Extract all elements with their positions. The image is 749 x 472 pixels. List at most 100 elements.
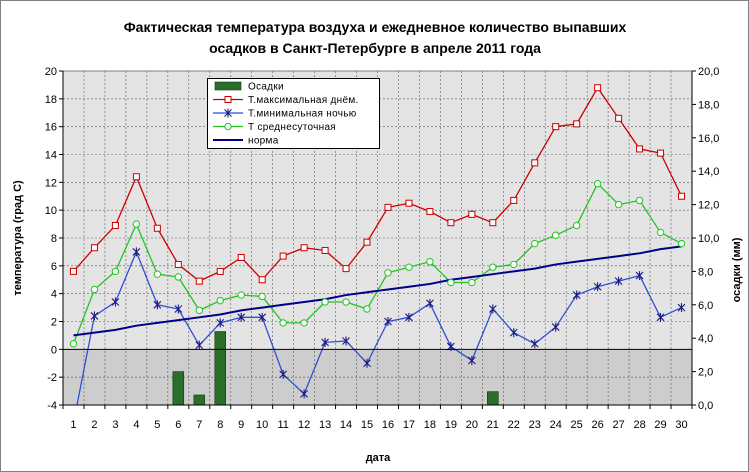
axes [59,70,696,409]
legend-swatch-0 [214,81,242,91]
x-tick-label: 3 [112,419,118,431]
series-3-point-day-16 [384,269,392,277]
series-3-point-day-22 [510,260,518,269]
series-1-point-day-16 [384,203,392,211]
series-1-point-day-28 [636,145,644,153]
series-2-point-day-4 [132,247,141,257]
y-tick-label: -2 [47,372,57,384]
series-2-point-day-20 [467,355,476,365]
x-tick-label: 18 [424,419,436,431]
series-2-point-day-15 [363,358,371,368]
series-1-point-day-1 [69,267,77,275]
y2-tick-label: 12,0 [698,200,719,212]
series-1-point-day-2 [90,244,98,252]
x-tick-label: 24 [550,419,562,431]
tick-labels: -4-2024681012141618200,02,04,06,08,010,0… [45,66,720,431]
legend: Осадки Т.максимальная днём. Т.минимальная … [207,78,380,149]
y-tick-label: 6 [51,261,57,273]
y2-tick-label: 4,0 [698,333,713,345]
series-1-point-day-30 [678,192,686,200]
x-tick-label: 9 [238,419,244,431]
series-3-point-day-6 [174,273,183,281]
series-1-point-day-5 [153,224,161,232]
series-1-point-day-15 [363,238,371,246]
x-tick-label: 15 [361,419,373,431]
x-tick-label: 5 [154,419,160,431]
x-tick-label: 20 [466,419,478,431]
y-tick-label: -4 [47,400,57,412]
legend-label-2: Т.минимальная ночью [248,109,357,120]
y-tick-label: 18 [45,94,57,106]
y2-tick-label: 20,0 [698,66,719,78]
series-2-point-day-28 [635,271,644,281]
series-markers [69,84,686,399]
series-2-point-day-30 [677,303,686,313]
series-1-point-day-3 [111,221,119,229]
series-1-point-day-22 [510,196,518,204]
x-tick-label: 30 [675,419,687,431]
y-tick-label: 12 [45,177,57,189]
y-tick-label: 10 [45,205,57,217]
series-3-point-day-5 [153,270,162,278]
x-tick-label: 16 [382,419,394,431]
series-3-point-day-15 [363,305,371,313]
x-tick-label: 17 [403,419,415,431]
y-tick-label: 2 [51,317,57,329]
series-2-point-day-9 [237,312,246,322]
series-2-point-day-16 [384,317,392,326]
y2-tick-label: 18,0 [698,99,719,111]
y2-tick-label: 14,0 [698,166,719,178]
chart-title-line-2: осадков в Санкт-Петербурге в апреле 2011… [209,40,541,56]
series-3-point-day-3 [111,267,120,276]
series-2-point-day-5 [153,300,162,310]
x-tick-label: 14 [340,419,352,431]
x-tick-label: 13 [319,419,331,431]
y2-tick-label: 2,0 [698,367,713,379]
x-tick-label: 4 [133,419,139,431]
series-2-point-day-7 [195,340,204,350]
y2-tick-label: 10,0 [698,233,719,245]
series-1-point-day-10 [258,276,266,284]
y-tick-label: 16 [45,122,57,134]
series-3-point-day-9 [237,291,245,299]
series-1-point-day-17 [405,199,413,207]
series-3-point-day-23 [531,239,539,248]
series-3-point-day-25 [572,221,581,230]
series-1-point-day-19 [447,219,455,227]
series-3-point-day-12 [300,319,308,327]
series-3-point-day-28 [635,196,644,205]
precipitation-bars [172,331,499,406]
y2-axis-title: осадки (мм) [731,237,743,302]
legend-label-3: Т среднесуточная [248,122,336,133]
x-tick-label: 21 [487,419,499,431]
series-1-point-day-23 [531,159,539,167]
y-tick-label: 0 [51,344,57,356]
series-1-point-day-4 [132,173,140,181]
x-tick-label: 1 [70,419,76,431]
series-2-point-day-27 [614,276,623,286]
x-tick-label: 10 [256,419,268,431]
series-2-point-day-6 [174,304,183,314]
series-3-point-day-7 [195,306,203,315]
legend-label-0: Осадки [248,82,284,93]
x-tick-label: 6 [175,419,181,431]
series-line-4 [73,245,682,337]
series-1-point-day-8 [216,267,224,275]
x-tick-label: 22 [508,419,520,431]
legend-marker-2 [224,108,232,118]
legend-marker-1 [224,96,232,103]
series-2-point-day-24 [551,322,560,332]
series-2-point-day-17 [405,312,413,322]
x-tick-label: 2 [91,419,97,431]
y2-tick-label: 8,0 [698,266,713,278]
series-3-point-day-18 [426,257,434,266]
series-2-point-day-23 [530,339,539,349]
x-tick-label: 28 [633,419,645,431]
series-1-point-day-18 [426,208,434,216]
series-2-point-day-29 [656,312,665,322]
series-1-point-day-9 [237,253,245,261]
series-2-point-day-11 [279,369,288,379]
series-1-point-day-25 [573,120,581,128]
series-2-point-day-3 [111,297,120,307]
series-1-point-day-7 [195,277,203,285]
